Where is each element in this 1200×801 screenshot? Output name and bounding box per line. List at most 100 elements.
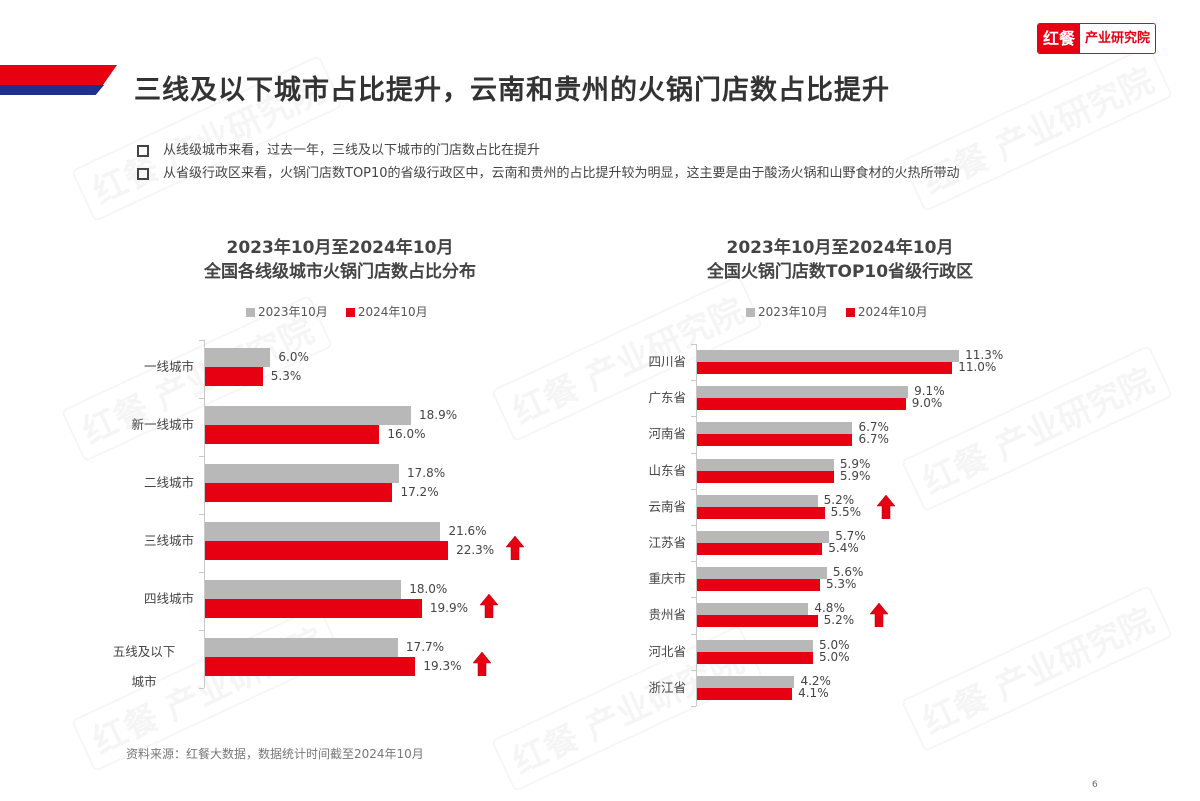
category-label: 四川省 <box>648 354 686 369</box>
data-label: 5.9% <box>839 468 871 483</box>
data-label: 17.7% <box>405 639 445 654</box>
bar-2023 <box>697 531 830 543</box>
chart-title: 2023年10月至2024年10月 全国各线级城市火锅门店数占比分布 <box>130 236 550 284</box>
data-label: 18.0% <box>409 581 448 596</box>
data-label: 16.0% <box>387 426 426 441</box>
bullet-list: 从线级城市来看，过去一年，三线及以下城市的门店数占比在提升 从省级行政区来看，火… <box>137 142 1097 188</box>
data-label: 4.1% <box>798 685 829 700</box>
header-stripe-red <box>0 65 117 85</box>
axis-tick <box>691 452 696 454</box>
axis-tick <box>691 380 696 382</box>
up-arrow-icon <box>505 535 525 561</box>
bar-2023 <box>205 348 271 367</box>
data-label: 5.7% <box>835 529 866 543</box>
y-axis-line <box>204 340 205 688</box>
up-arrow-icon <box>876 494 896 520</box>
up-arrow-icon <box>869 602 889 628</box>
category-label: 河南省 <box>648 426 686 442</box>
data-label: 11.3% <box>965 348 1004 362</box>
data-label: 19.3% <box>423 658 462 673</box>
bar-2024 <box>697 543 823 555</box>
bar-2024 <box>205 541 449 560</box>
bar-2024 <box>697 687 793 700</box>
category-label: 二线城市 <box>143 475 194 490</box>
bar-2023 <box>205 522 441 541</box>
axis-tick <box>199 398 204 399</box>
y-axis-line <box>696 344 697 706</box>
legend-item-2023: 2023年10月 <box>746 303 828 320</box>
data-label: 5.9% <box>839 456 871 471</box>
header-stripe-blue <box>0 85 104 95</box>
category-label: 广东省 <box>648 390 686 406</box>
square-bullet-icon <box>137 145 149 157</box>
axis-tick <box>691 597 696 599</box>
bar-2024 <box>205 657 416 676</box>
data-label: 5.2% <box>823 492 855 507</box>
axis-tick <box>691 561 696 563</box>
bar-2024 <box>205 425 380 444</box>
brand-logo: 红餐 产业研究院 <box>1037 23 1157 54</box>
watermark: 红餐 产业研究院 <box>901 585 1173 752</box>
source-note: 资料来源：红餐大数据，数据统计时间截至2024年10月 <box>126 747 424 761</box>
legend-label: 2023年10月 <box>258 305 328 319</box>
page-title: 三线及以下城市占比提升，云南和贵州的火锅门店数占比提升 <box>134 75 890 106</box>
bar-2024 <box>697 362 953 374</box>
legend-label: 2023年10月 <box>758 305 828 319</box>
axis-tick <box>199 688 204 689</box>
axis-tick <box>199 572 204 573</box>
data-label: 17.2% <box>400 484 439 499</box>
bar-2024 <box>697 470 834 483</box>
legend-item-2023: 2023年10月 <box>246 303 328 320</box>
category-label: 一线城市 <box>143 359 194 374</box>
data-label: 5.2% <box>823 613 855 628</box>
axis-tick <box>691 525 696 526</box>
legend-swatch-red <box>845 308 855 317</box>
legend-label: 2024年10月 <box>857 305 928 319</box>
category-label: 五线及以下 城市 <box>112 644 176 689</box>
legend-item-2024: 2024年10月 <box>345 303 428 320</box>
data-label: 22.3% <box>456 542 495 557</box>
bar-2023 <box>697 386 909 399</box>
data-label: 9.0% <box>911 396 943 411</box>
data-label: 19.9% <box>429 600 469 615</box>
square-bullet-icon <box>137 168 149 180</box>
bar-2023 <box>205 464 400 483</box>
chart-title: 2023年10月至2024年10月 全国火锅门店数TOP10省级行政区 <box>630 236 1050 284</box>
axis-tick <box>199 630 204 631</box>
bullet-text: 从线级城市来看，过去一年，三线及以下城市的门店数占比在提升 <box>163 143 541 158</box>
bar-2023 <box>697 494 818 507</box>
chart-legend: 2023年10月 2024年10月 <box>246 303 428 320</box>
chart-title-line1: 2023年10月至2024年10月 <box>226 238 454 258</box>
bar-2024 <box>205 599 422 618</box>
data-label: 4.2% <box>800 673 831 688</box>
bullet-item: 从省级行政区来看，火锅门店数TOP10的省级行政区中，云南和贵州的占比提升较为明… <box>137 165 1097 182</box>
data-label: 5.0% <box>819 637 850 652</box>
chart-title-line2: 全国火锅门店数TOP10省级行政区 <box>706 262 974 282</box>
data-label: 5.0% <box>819 649 850 664</box>
legend-swatch-gray <box>746 308 755 317</box>
legend-item-2024: 2024年10月 <box>845 303 928 320</box>
bullet-text: 从省级行政区来看，火锅门店数TOP10的省级行政区中，云南和贵州的占比提升较为明… <box>163 166 960 181</box>
axis-tick <box>691 416 696 418</box>
bullet-item: 从线级城市来看，过去一年，三线及以下城市的门店数占比在提升 <box>137 142 1097 159</box>
legend-swatch-gray <box>246 308 255 317</box>
legend-label: 2024年10月 <box>357 305 428 319</box>
category-label: 江苏省 <box>648 535 686 550</box>
bar-2023 <box>697 422 853 435</box>
chart-title-line2: 全国各线级城市火锅门店数占比分布 <box>204 262 476 282</box>
bar-2023 <box>697 350 960 362</box>
axis-tick <box>691 488 696 490</box>
category-label: 新一线城市 <box>131 417 194 432</box>
data-label: 11.0% <box>958 360 997 374</box>
axis-tick <box>199 514 204 515</box>
data-label: 5.5% <box>830 504 862 519</box>
data-label: 5.3% <box>825 577 857 592</box>
bar-2024 <box>697 506 825 519</box>
bar-2024 <box>697 434 853 447</box>
category-label: 山东省 <box>648 462 686 478</box>
bar-2024 <box>697 579 820 592</box>
chart-legend: 2023年10月 2024年10月 <box>746 303 928 320</box>
data-label: 6.0% <box>278 349 309 364</box>
category-label: 重庆市 <box>648 571 686 587</box>
bar-2023 <box>697 639 813 652</box>
